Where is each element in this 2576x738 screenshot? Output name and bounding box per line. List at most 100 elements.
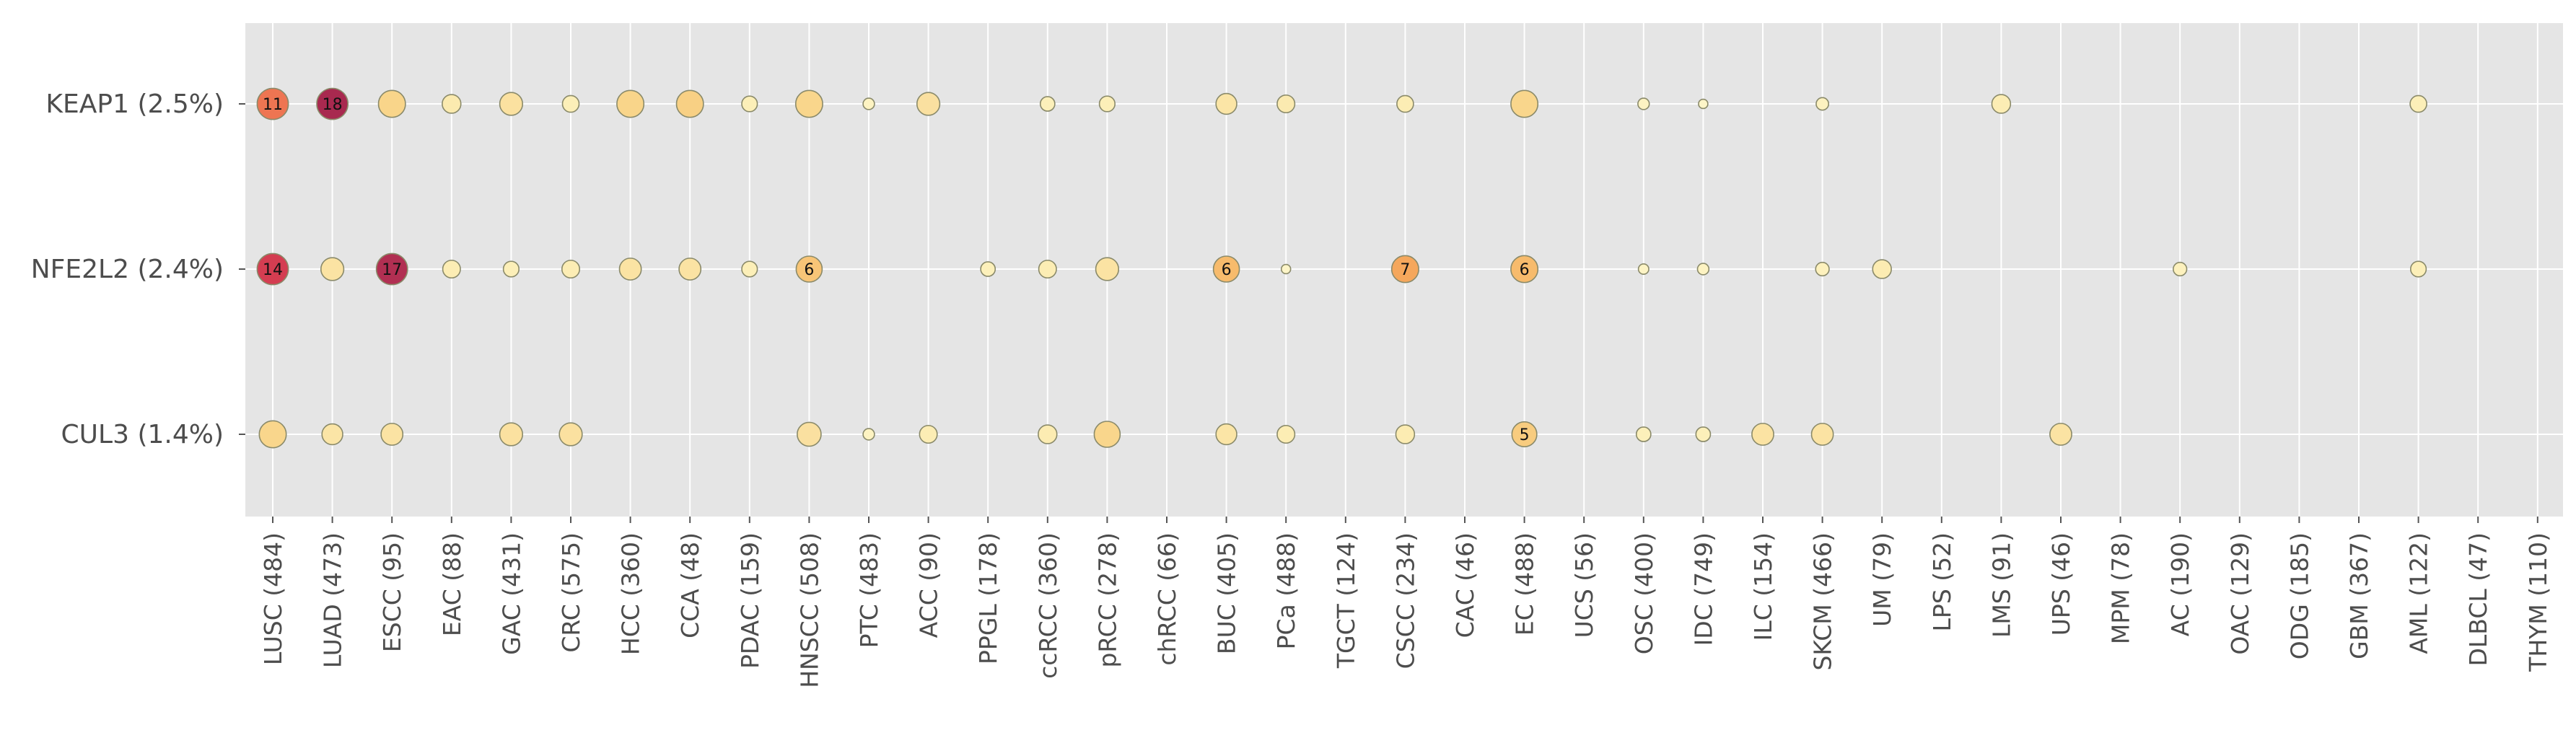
data-point <box>919 424 938 444</box>
data-point <box>256 87 289 120</box>
x-tick-label: ACC (90) <box>915 532 943 638</box>
data-point <box>499 422 524 447</box>
data-point <box>1815 261 1830 277</box>
y-tick-label: NFE2L2 (2.4%) <box>31 255 224 284</box>
x-tick-label: PDAC (159) <box>736 532 764 669</box>
x-tick-label: UM (79) <box>1868 532 1896 627</box>
x-tick-label: SKCM (466) <box>1809 532 1837 671</box>
y-tick-labels: KEAP1 (2.5%) NFE2L2 (2.4%) CUL3 (1.4%) <box>31 89 224 449</box>
data-point <box>256 252 289 286</box>
data-point <box>2049 423 2072 446</box>
tick-layer <box>239 103 2538 523</box>
data-point <box>1093 421 1121 448</box>
data-point <box>558 422 583 447</box>
data-point <box>2173 261 2188 277</box>
data-point <box>1276 424 1296 444</box>
x-tick-label: GAC (431) <box>497 532 525 655</box>
data-point <box>1395 424 1416 444</box>
data-point <box>1751 423 1774 446</box>
data-point-label: 14 <box>263 261 283 279</box>
data-point <box>380 423 404 446</box>
x-tick-label: CSCC (234) <box>1391 532 1419 669</box>
data-point <box>320 257 345 281</box>
x-tick-label: ccRCC (360) <box>1034 532 1062 679</box>
x-tick-label: AML (122) <box>2405 532 2433 654</box>
data-point <box>316 87 349 120</box>
data-point <box>442 94 462 114</box>
data-point <box>1276 94 1296 114</box>
x-tick-label: UPS (46) <box>2047 532 2075 636</box>
x-tick-label: PPGL (178) <box>974 532 1002 664</box>
x-tick-label: LUSC (484) <box>259 532 287 665</box>
data-point <box>1039 96 1056 112</box>
data-point <box>675 89 704 118</box>
x-tick-label: AC (190) <box>2166 532 2194 636</box>
x-tick-label: LPS (52) <box>1928 532 1956 631</box>
data-point <box>442 259 461 279</box>
x-tick-label: EC (488) <box>1511 532 1539 636</box>
data-point <box>1098 95 1116 113</box>
data-point <box>321 423 343 446</box>
data-point <box>1695 426 1712 442</box>
data-point <box>1698 98 1709 110</box>
x-tick-labels: LUSC (484) LUAD (473) ESCC (95) EAC (88) GAC… <box>259 532 2552 688</box>
data-point <box>1815 97 1830 111</box>
x-tick-label: chRCC (66) <box>1153 532 1181 666</box>
data-point-label: 6 <box>1222 261 1232 279</box>
data-point <box>1872 259 1892 279</box>
data-point-label: 17 <box>382 261 402 279</box>
data-point <box>499 92 524 116</box>
data-point <box>797 421 822 447</box>
x-tick-label: CRC (575) <box>557 532 585 653</box>
x-tick-label: CCA (48) <box>676 532 704 638</box>
x-tick-label: GBM (367) <box>2345 532 2373 659</box>
x-tick-label: IDC (749) <box>1689 532 1717 646</box>
data-point <box>1038 424 1058 444</box>
data-point-label: 6 <box>1520 261 1530 279</box>
data-point <box>377 89 406 118</box>
data-point <box>258 420 287 449</box>
x-tick-label: TGCT (124) <box>1332 532 1360 669</box>
x-tick-label: THYM (110) <box>2524 532 2552 672</box>
data-point-label: 11 <box>263 96 283 114</box>
x-tick-label: UCS (56) <box>1570 532 1598 638</box>
y-tick-label: KEAP1 (2.5%) <box>45 89 224 119</box>
data-point <box>1810 423 1834 446</box>
x-tick-label: OAC (129) <box>2226 532 2254 655</box>
x-tick-label: pRCC (278) <box>1093 532 1121 668</box>
x-tick-label: EAC (88) <box>438 532 466 636</box>
x-tick-label: OSC (400) <box>1630 532 1658 654</box>
data-point <box>1510 89 1539 118</box>
data-point <box>1390 255 1419 284</box>
point-layer: 11 18 14 17 6 6 7 6 5 <box>256 87 2427 449</box>
data-point <box>1212 255 1240 283</box>
data-point <box>1038 259 1057 279</box>
x-tick-label: BUC (405) <box>1213 532 1241 654</box>
x-tick-label: PCa (488) <box>1272 532 1300 649</box>
data-point <box>502 260 520 278</box>
x-tick-label: CAC (46) <box>1451 532 1479 638</box>
data-point <box>1635 426 1652 442</box>
data-point <box>741 95 758 113</box>
data-point <box>980 261 996 277</box>
data-point-label: 6 <box>804 261 814 279</box>
x-tick-label: LUAD (473) <box>319 532 347 668</box>
x-tick-label: DLBCL (47) <box>2464 532 2492 667</box>
x-tick-label: HNSCC (508) <box>795 532 823 688</box>
data-point <box>1637 263 1650 275</box>
data-point <box>741 260 758 278</box>
x-tick-label: LMS (91) <box>1987 532 2015 638</box>
data-point-label: 5 <box>1520 426 1530 444</box>
data-point <box>1991 94 2012 114</box>
y-tick-label: CUL3 (1.4%) <box>61 420 224 449</box>
data-point <box>678 258 702 281</box>
x-tick-label: ODG (185) <box>2285 532 2313 659</box>
x-tick-label: HCC (360) <box>617 532 645 655</box>
data-point <box>1280 263 1292 275</box>
data-point <box>618 258 642 281</box>
data-point <box>1215 423 1237 446</box>
data-point <box>862 97 875 110</box>
data-point <box>616 89 645 118</box>
data-point <box>561 259 581 279</box>
